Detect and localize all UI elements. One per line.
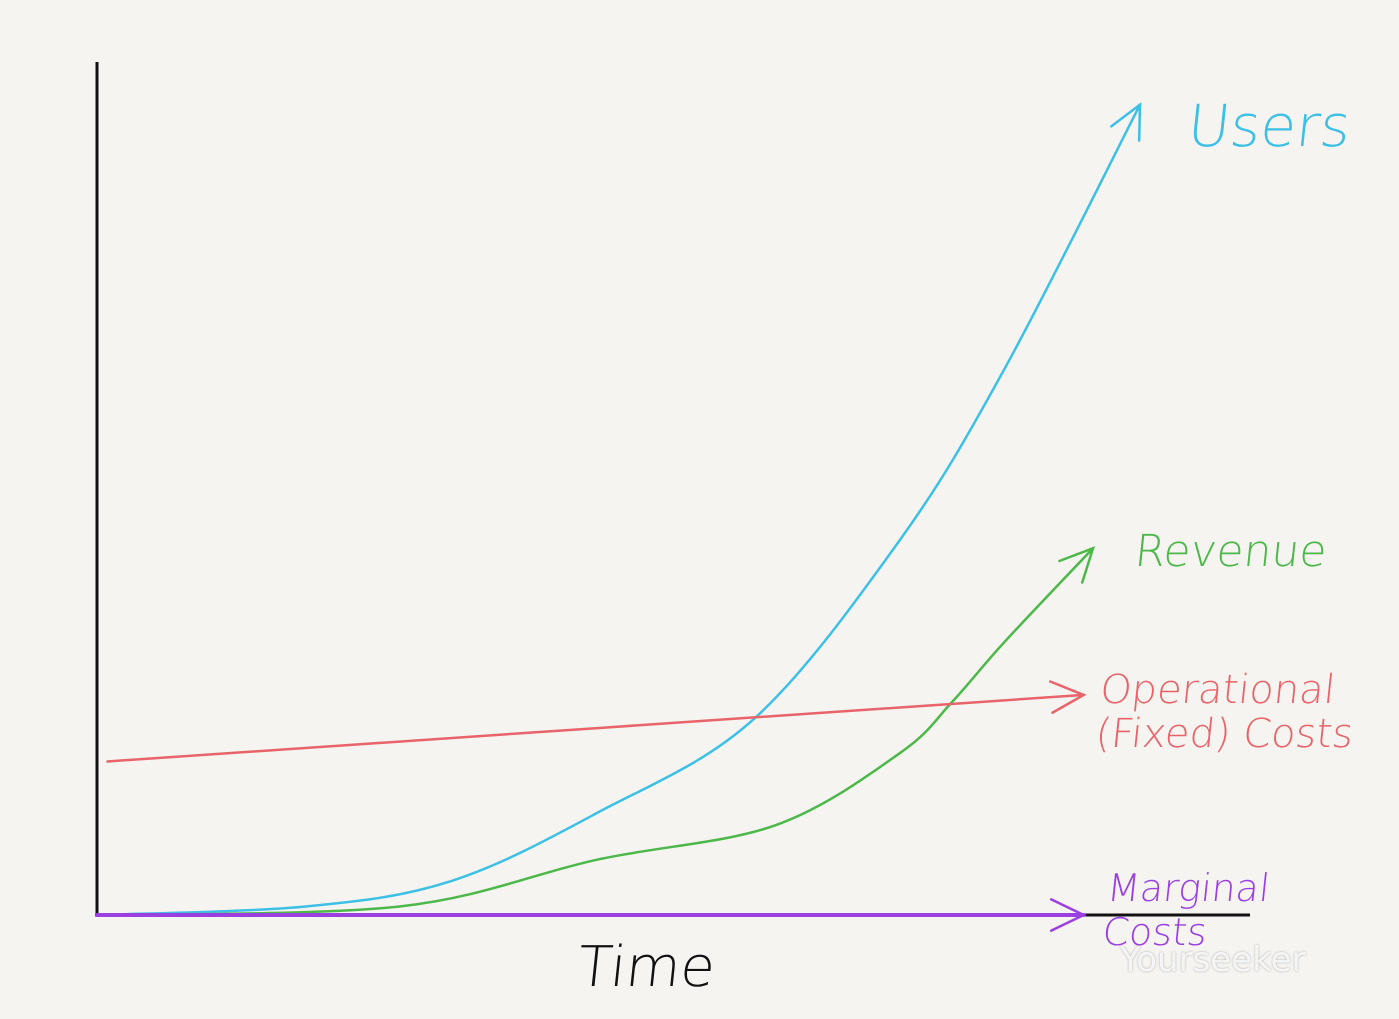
arrowhead-2 (1049, 680, 1087, 715)
arrowhead-1 (1058, 546, 1096, 584)
series-line-operational-fixed-costs (106, 693, 1085, 763)
label-users: Users (1184, 92, 1354, 160)
arrowhead-3 (1050, 898, 1087, 932)
series-line-users (95, 103, 1142, 917)
label-revenue: Revenue (1132, 526, 1330, 577)
label-operational-costs: Operational (Fixed) Costs (1093, 667, 1360, 757)
label-marginal-line1: Marginal (1105, 866, 1272, 910)
arrowhead-0 (1110, 102, 1142, 142)
watermark: Yourseeker (1120, 940, 1306, 980)
x-axis-label: Time (574, 935, 719, 1000)
label-operational-line1: Operational (1097, 667, 1338, 713)
series-line-revenue (95, 546, 1095, 917)
label-operational-line2: (Fixed) Costs (1093, 711, 1356, 757)
